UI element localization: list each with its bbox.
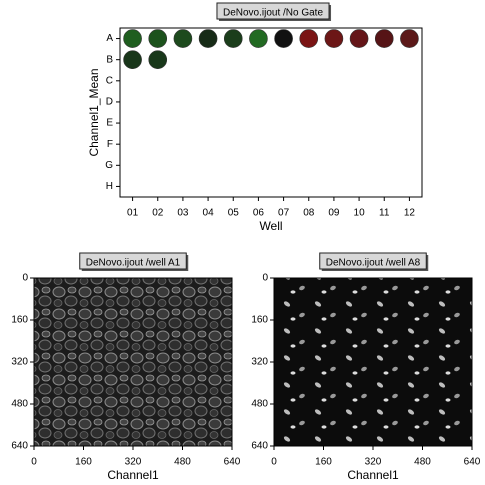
well [148, 29, 168, 48]
x-tick-label: 02 [152, 208, 164, 219]
y-tick-label: D [106, 97, 113, 108]
x-tick-label: 160 [315, 457, 332, 468]
x-axis-title: Well [259, 219, 282, 233]
x-axis-title: Channel1 [347, 468, 399, 482]
well [123, 29, 142, 48]
well [148, 50, 168, 69]
x-axis-title: Channel1 [107, 468, 159, 482]
title-box [216, 2, 330, 20]
y-axis-title: Channel1_Mean [87, 68, 101, 156]
y-tick-label: 480 [251, 399, 268, 410]
y-tick-label: 640 [11, 441, 28, 452]
x-tick-label: 480 [174, 457, 191, 468]
x-tick-label: 04 [203, 208, 215, 219]
x-tick-label: 10 [354, 208, 366, 219]
plot-frame [119, 27, 423, 198]
x-tick-label: 08 [303, 208, 315, 219]
y-tick-label: 0 [22, 273, 28, 284]
image-well-a1 [34, 278, 232, 446]
x-tick-label: 160 [75, 457, 92, 468]
y-tick-label: 480 [11, 399, 28, 410]
y-tick-label: F [107, 139, 113, 150]
y-tick-label: H [106, 181, 113, 192]
x-tick-label: 11 [379, 208, 390, 219]
well [249, 29, 268, 48]
x-tick-label: 320 [365, 457, 382, 468]
x-tick-label: 0 [31, 457, 37, 468]
y-tick-label: 320 [251, 357, 268, 368]
y-tick-label: C [106, 75, 113, 86]
y-tick-label: A [106, 33, 113, 44]
well [274, 29, 293, 48]
x-tick-label: 07 [278, 208, 290, 219]
x-tick-label: 640 [224, 457, 241, 468]
well [349, 29, 369, 48]
well [324, 29, 344, 48]
well [123, 50, 142, 69]
y-tick-label: 320 [11, 357, 28, 368]
x-tick-label: 09 [328, 208, 340, 219]
y-tick-label: G [105, 160, 113, 171]
x-tick-label: 640 [464, 457, 481, 468]
y-tick-label: 640 [251, 441, 268, 452]
well [223, 29, 243, 48]
x-tick-label: 0 [271, 457, 277, 468]
well [198, 29, 218, 48]
x-tick-label: 05 [228, 208, 240, 219]
well [400, 29, 419, 48]
panel-title: DeNovo.ijout /well A8 [326, 258, 421, 269]
y-tick-label: 160 [11, 315, 28, 326]
y-tick-label: 160 [251, 315, 268, 326]
y-tick-label: B [106, 54, 113, 65]
y-tick-label: E [106, 118, 113, 129]
x-tick-label: 12 [404, 208, 416, 219]
x-tick-label: 03 [177, 208, 189, 219]
x-tick-label: 320 [125, 457, 142, 468]
title-box [79, 252, 187, 270]
image-well-a8 [274, 278, 472, 446]
panel-title: DeNovo.ijout /No Gate [223, 8, 323, 19]
x-tick-label: 480 [414, 457, 431, 468]
well [299, 29, 319, 48]
well [374, 29, 394, 48]
x-tick-label: 01 [127, 208, 139, 219]
y-tick-label: 0 [262, 273, 268, 284]
well [173, 29, 193, 48]
panel-title: DeNovo.ijout /well A1 [86, 258, 181, 269]
title-box [319, 252, 427, 270]
x-tick-label: 06 [253, 208, 265, 219]
